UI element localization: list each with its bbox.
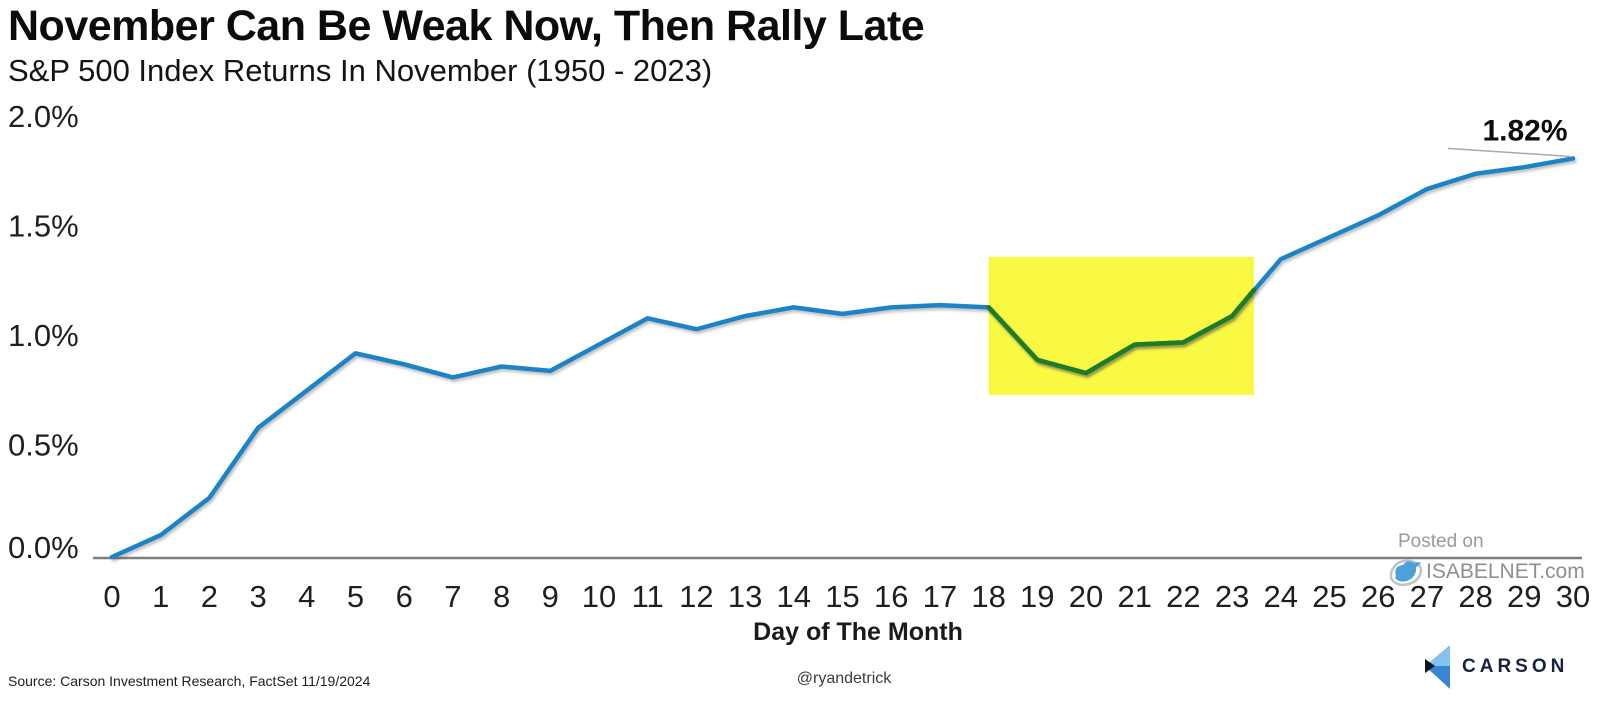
- y-tick-label: 2.0%: [8, 99, 79, 134]
- x-tick-label: 6: [396, 579, 413, 614]
- x-tick-label: 16: [874, 579, 908, 614]
- y-tick-label: 1.5%: [8, 209, 79, 244]
- x-tick-label: 26: [1361, 579, 1395, 614]
- watermark-isabelnet: ISABELNET.com: [1388, 556, 1585, 588]
- x-tick-label: 2: [201, 579, 218, 614]
- twitter-bird-icon: [1389, 559, 1423, 587]
- y-tick-label: 1.0%: [8, 318, 79, 353]
- annotation-leader-line: [1447, 147, 1571, 158]
- x-tick-label: 14: [777, 579, 811, 614]
- x-tick-label: 12: [679, 579, 713, 614]
- x-tick-label: 25: [1312, 579, 1346, 614]
- source-note: Source: Carson Investment Research, Fact…: [8, 673, 371, 689]
- series-line-green: [986, 287, 1257, 376]
- x-tick-label: 3: [249, 579, 266, 614]
- x-tick-label: 15: [825, 579, 859, 614]
- carson-logo-text: CARSON: [1462, 656, 1569, 677]
- chart-subtitle: S&P 500 Index Returns In November (1950 …: [8, 53, 713, 88]
- x-tick-label: 4: [298, 579, 315, 614]
- x-tick-label: 18: [971, 579, 1005, 614]
- watermark-site-text: ISABELNET.com: [1426, 560, 1585, 583]
- y-tick-label: 0.0%: [8, 530, 79, 565]
- x-tick-label: 7: [444, 579, 461, 614]
- x-tick-label: 20: [1069, 579, 1103, 614]
- author-handle: @ryandetrick: [796, 670, 892, 687]
- x-tick-label: 24: [1264, 579, 1298, 614]
- carson-logo: CARSON: [1424, 644, 1568, 690]
- x-tick-label: 22: [1166, 579, 1200, 614]
- x-tick-label: 21: [1117, 579, 1151, 614]
- x-tick-label: 13: [728, 579, 762, 614]
- carson-logo-mark: [1425, 645, 1450, 689]
- x-tick-label: 5: [347, 579, 364, 614]
- x-tick-label: 29: [1507, 579, 1541, 614]
- x-tick-label: 10: [582, 579, 616, 614]
- x-tick-label: 1: [152, 579, 169, 614]
- x-axis-title: Day of The Month: [753, 618, 963, 646]
- x-tick-label: 8: [493, 579, 510, 614]
- x-tick-label: 0: [103, 579, 120, 614]
- series-line-blue: [109, 156, 1576, 560]
- x-tick-label: 11: [632, 579, 664, 614]
- x-tick-label: 23: [1215, 579, 1249, 614]
- x-tick-label: 27: [1410, 579, 1444, 614]
- watermark-posted-on: Posted on: [1398, 531, 1484, 552]
- x-tick-label: 28: [1458, 579, 1492, 614]
- x-tick-label: 19: [1020, 579, 1054, 614]
- x-tick-label: 9: [542, 579, 559, 614]
- x-tick-label: 17: [923, 579, 957, 614]
- annotation-label: 1.82%: [1482, 114, 1567, 147]
- x-tick-label: 30: [1556, 579, 1590, 614]
- chart-title: November Can Be Weak Now, Then Rally Lat…: [8, 2, 925, 50]
- y-tick-label: 0.5%: [8, 428, 79, 463]
